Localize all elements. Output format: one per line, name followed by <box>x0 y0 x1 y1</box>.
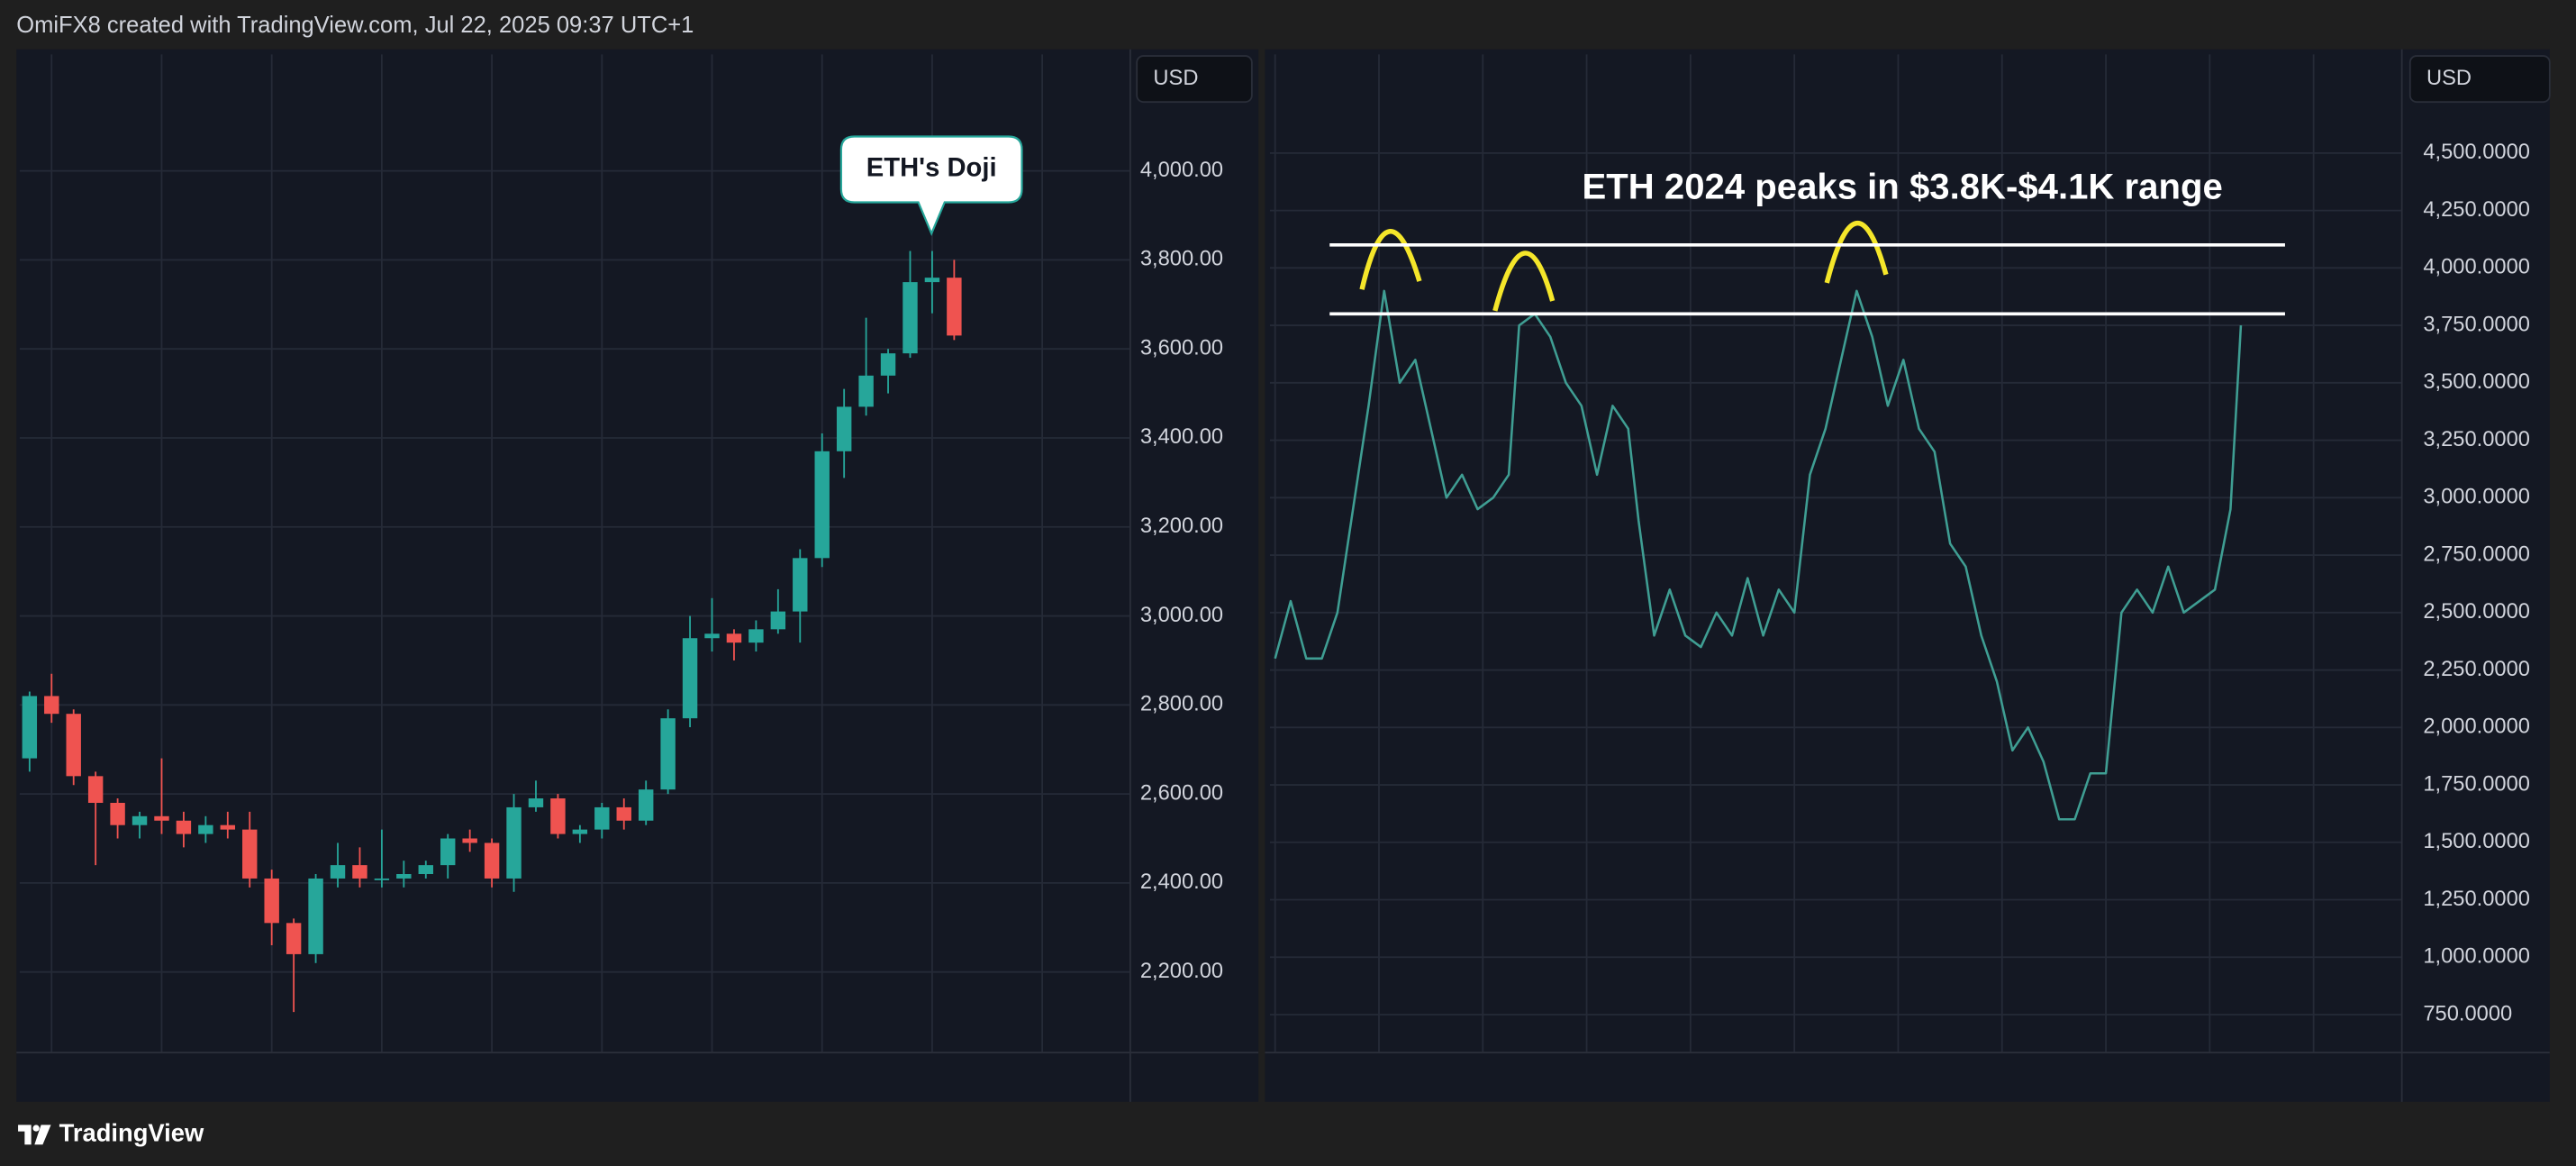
candle-body <box>814 451 830 559</box>
candle-body <box>638 789 654 821</box>
y-tick-label: 3,000.0000 <box>2423 486 2530 509</box>
candle-body <box>440 838 456 866</box>
footer-logo <box>18 1125 51 1145</box>
y-tick-label: 2,000.0000 <box>2423 715 2530 739</box>
y-tick-label: 3,800.00 <box>1140 248 1223 271</box>
peak-arc <box>1492 251 1556 312</box>
candle-body <box>44 696 59 715</box>
y-tick-label: 1,750.0000 <box>2423 772 2530 796</box>
candle-body <box>682 638 698 719</box>
y-tick-label: 3,000.00 <box>1140 604 1223 627</box>
currency-box[interactable] <box>2408 55 2551 104</box>
candle-body <box>22 696 38 759</box>
y-tick-label: 2,750.0000 <box>2423 542 2530 566</box>
candle-body <box>616 806 631 821</box>
candle-body <box>374 878 390 880</box>
currency-label: USD <box>1153 67 1198 90</box>
y-tick-label: 4,250.0000 <box>2423 198 2530 222</box>
y-tick-label: 1,500.0000 <box>2423 830 2530 853</box>
peak-arc <box>1824 221 1889 284</box>
right-pane <box>1265 49 2550 1102</box>
candle-body <box>704 633 720 639</box>
currency-label: USD <box>2426 67 2472 90</box>
candle-body <box>660 718 676 790</box>
y-tick-label: 750.0000 <box>2423 1002 2512 1025</box>
candle-body <box>352 865 367 879</box>
candle-body <box>286 923 302 954</box>
candle-body <box>528 798 544 807</box>
candle-body <box>242 829 258 879</box>
candle-body <box>220 824 236 830</box>
candle-body <box>726 633 742 643</box>
y-tick-label: 3,200.00 <box>1140 515 1223 538</box>
candle-body <box>418 865 433 875</box>
currency-box[interactable] <box>1136 55 1253 104</box>
candle-body <box>308 878 323 954</box>
candle-body <box>506 806 522 879</box>
annotation-text: ETH 2024 peaks in $3.8K-$4.1K range <box>1583 166 2223 206</box>
callout-text: ETH's Doji <box>866 154 997 183</box>
right-chart: 750.0000 1,000.0000 1,250.0000 1,500.0000 1,… <box>1269 54 2530 1053</box>
candle-body <box>572 829 588 834</box>
y-tick-label: 2,400.00 <box>1140 870 1223 894</box>
candle-body <box>924 278 940 283</box>
y-tick-label: 3,600.00 <box>1140 336 1223 360</box>
y-tick-label: 2,250.0000 <box>2423 658 2530 681</box>
y-tick-label: 2,200.00 <box>1140 960 1223 983</box>
candle-body <box>858 375 874 407</box>
candle-body <box>154 815 169 821</box>
y-tick-label: 2,600.00 <box>1140 781 1223 805</box>
y-tick-label: 1,000.0000 <box>2423 945 2530 969</box>
logo-mark <box>34 1125 51 1145</box>
candle-body <box>66 714 81 777</box>
logo-mark <box>32 1125 40 1132</box>
footer-text: TradingView <box>59 1119 204 1147</box>
y-tick-label: 3,400.00 <box>1140 425 1223 449</box>
candle-body <box>176 820 192 834</box>
candle-body <box>484 843 500 879</box>
left-chart: 2,200.00 2,400.00 2,600.00 2,800.00 3,000.00… <box>19 54 1223 1053</box>
candle-body <box>880 353 896 376</box>
candle-body <box>947 278 962 336</box>
peak-arc <box>1359 229 1422 290</box>
plot-area: 2024MarMayJulSepNov2025MarMayJulSep <box>1274 54 2315 1053</box>
y-tick-label: 4,000.0000 <box>2423 256 2530 279</box>
y-tick-label: 4,500.0000 <box>2423 141 2530 164</box>
candle-body <box>132 815 148 825</box>
candle-body <box>836 406 852 451</box>
candle-body <box>550 798 566 834</box>
candle-body <box>87 776 104 803</box>
left-pane <box>16 49 1259 1102</box>
candle-body <box>462 838 477 843</box>
y-tick-label: 4,000.00 <box>1140 159 1223 182</box>
candle-body <box>110 802 125 825</box>
y-tick-label: 2,800.00 <box>1140 693 1223 716</box>
price-line <box>1274 289 2243 821</box>
y-tick-label: 3,250.0000 <box>2423 428 2530 451</box>
y-tick-label: 1,250.0000 <box>2423 888 2530 911</box>
logo-mark <box>18 1125 32 1145</box>
y-tick-label: 3,500.0000 <box>2423 370 2530 394</box>
candle-body <box>264 878 279 924</box>
candle-body <box>330 865 346 879</box>
candle-body <box>198 824 213 834</box>
candle-body <box>396 874 412 879</box>
candle-body <box>770 611 786 630</box>
plot-area: 11162126Jul611162126 <box>22 54 1044 1053</box>
candle-body <box>748 629 764 643</box>
candle-body <box>594 806 610 830</box>
y-tick-label: 3,750.0000 <box>2423 313 2530 336</box>
callout-box <box>839 135 1023 236</box>
header-text: OmiFX8 created with TradingView.com, Jul… <box>16 13 694 38</box>
y-tick-label: 2,500.0000 <box>2423 600 2530 624</box>
candle-body <box>793 558 808 612</box>
candle-body <box>903 282 918 354</box>
